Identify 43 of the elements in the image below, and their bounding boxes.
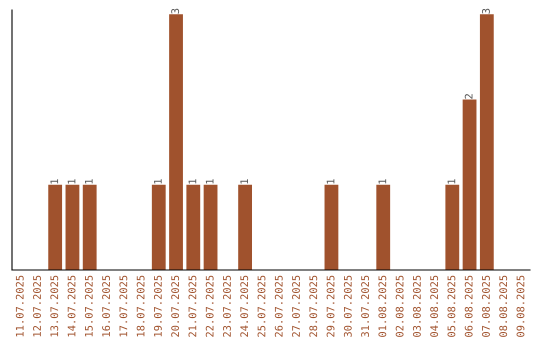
x-tick-label: 08.08.2025 xyxy=(499,276,508,337)
x-tick-label: 06.08.2025 xyxy=(464,276,473,337)
x-tick-label: 12.07.2025 xyxy=(33,276,41,336)
x-tick-label: 21.07.2025 xyxy=(188,276,196,337)
x-tick-label: 14.07.2025 xyxy=(68,276,76,336)
data-label: 1 xyxy=(188,179,196,184)
x-tick-label: 07.08.2025 xyxy=(482,276,490,337)
data-label: 3 xyxy=(171,8,180,14)
x-tick-label: 20.07.2025 xyxy=(171,276,180,337)
data-label: 1 xyxy=(240,179,248,184)
x-tick-label: 15.07.2025 xyxy=(84,276,93,336)
x-tick-label: 01.08.2025 xyxy=(378,276,386,337)
x-tick-label: 29.07.2025 xyxy=(326,276,334,337)
x-tick-label: 18.07.2025 xyxy=(136,276,145,336)
data-label: 1 xyxy=(85,179,93,184)
data-label: 3 xyxy=(482,8,490,14)
data-label: 2 xyxy=(464,94,472,99)
data-label: 1 xyxy=(448,179,456,184)
x-tick-label: 04.08.2025 xyxy=(430,276,438,337)
x-tick-label: 13.07.2025 xyxy=(50,276,58,336)
x-tick-label: 17.07.2025 xyxy=(119,276,128,336)
data-label: 1 xyxy=(68,179,76,184)
x-tick-label: 11.07.2025 xyxy=(16,276,24,336)
data-label: 1 xyxy=(378,179,386,184)
data-label: 1 xyxy=(326,179,334,184)
x-tick-label: 27.07.2025 xyxy=(292,276,300,337)
x-tick-label: 09.08.2025 xyxy=(516,276,524,337)
x-tick-label: 24.07.2025 xyxy=(240,276,248,337)
x-tick-label: 02.08.2025 xyxy=(396,276,404,337)
data-label: 1 xyxy=(50,179,58,184)
x-tick-label: 31.07.2025 xyxy=(361,276,370,337)
x-tick-label: 19.07.2025 xyxy=(154,276,162,336)
x-tick-label: 22.07.2025 xyxy=(206,276,214,337)
x-tick-label: 05.08.2025 xyxy=(447,276,456,337)
data-label: 1 xyxy=(154,179,162,184)
data-label: 1 xyxy=(206,179,214,184)
x-tick-label: 28.07.2025 xyxy=(309,276,318,337)
x-tick-label: 03.08.2025 xyxy=(412,276,421,337)
x-tick-label: 25.07.2025 xyxy=(258,276,266,337)
x-tick-label: 30.07.2025 xyxy=(344,276,352,337)
x-tick-label: 16.07.2025 xyxy=(102,276,110,336)
x-tick-label: 23.07.2025 xyxy=(223,276,231,337)
x-tick-label: 26.07.2025 xyxy=(274,276,283,337)
